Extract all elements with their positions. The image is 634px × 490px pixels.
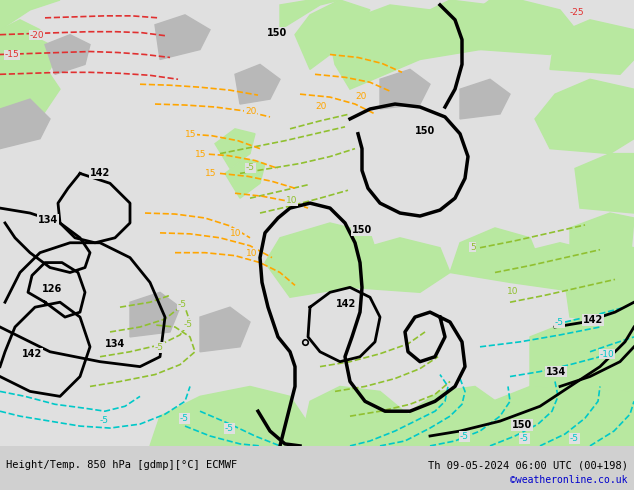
Text: -5: -5 [225, 424, 234, 433]
Polygon shape [0, 20, 40, 79]
Text: 150: 150 [415, 126, 436, 136]
Text: 150: 150 [352, 225, 372, 235]
Text: -5: -5 [184, 320, 193, 329]
Polygon shape [0, 0, 60, 30]
Text: 134: 134 [546, 367, 566, 376]
Text: 134: 134 [38, 215, 58, 225]
Text: -10: -10 [600, 350, 615, 359]
Polygon shape [380, 70, 430, 109]
Text: 126: 126 [42, 284, 62, 294]
Polygon shape [300, 387, 410, 446]
Text: 15: 15 [205, 170, 216, 178]
Text: -15: -15 [5, 50, 20, 59]
Text: -5: -5 [100, 416, 109, 425]
Text: 15: 15 [185, 130, 197, 139]
Text: 142: 142 [583, 315, 603, 325]
Text: 142: 142 [336, 299, 356, 309]
Polygon shape [225, 159, 265, 198]
Text: 10: 10 [286, 196, 297, 205]
Text: 20: 20 [245, 107, 256, 116]
Polygon shape [450, 228, 540, 282]
Text: 142: 142 [22, 349, 42, 359]
Polygon shape [150, 387, 310, 446]
Polygon shape [235, 64, 280, 104]
Text: 20: 20 [315, 102, 327, 111]
Text: -5: -5 [180, 414, 189, 423]
Polygon shape [265, 223, 380, 297]
Polygon shape [215, 129, 255, 169]
Polygon shape [400, 387, 510, 446]
Text: 150: 150 [512, 420, 533, 430]
Text: 10: 10 [230, 229, 242, 238]
Text: -5: -5 [178, 300, 187, 309]
Text: 20: 20 [355, 92, 366, 101]
Polygon shape [570, 213, 634, 263]
Text: -5: -5 [155, 343, 164, 352]
Polygon shape [550, 20, 634, 74]
Text: 5: 5 [470, 243, 476, 252]
Text: Height/Temp. 850 hPa [gdmp][°C] ECMWF: Height/Temp. 850 hPa [gdmp][°C] ECMWF [6, 461, 238, 470]
Text: -5: -5 [555, 318, 564, 327]
Polygon shape [575, 153, 634, 213]
Text: 10: 10 [246, 248, 257, 258]
Text: ©weatheronline.co.uk: ©weatheronline.co.uk [510, 475, 628, 485]
Polygon shape [470, 0, 580, 54]
Text: -20: -20 [30, 31, 44, 40]
Polygon shape [565, 263, 634, 322]
Polygon shape [535, 79, 634, 153]
Text: 15: 15 [195, 149, 207, 159]
Polygon shape [295, 0, 370, 70]
Text: 134: 134 [105, 339, 126, 349]
Polygon shape [500, 392, 634, 446]
Polygon shape [330, 5, 450, 89]
Polygon shape [0, 99, 50, 148]
Text: 10: 10 [507, 287, 519, 296]
Polygon shape [0, 35, 60, 99]
Polygon shape [130, 293, 180, 337]
Polygon shape [0, 0, 634, 446]
Polygon shape [575, 243, 634, 297]
Polygon shape [350, 238, 450, 293]
Polygon shape [280, 0, 340, 30]
Polygon shape [530, 317, 634, 392]
Polygon shape [460, 79, 510, 119]
Polygon shape [45, 35, 90, 74]
Polygon shape [420, 0, 510, 59]
Text: -5: -5 [570, 434, 579, 443]
Polygon shape [0, 59, 60, 148]
Polygon shape [155, 15, 210, 59]
Text: -5: -5 [246, 164, 255, 172]
Text: -5: -5 [520, 434, 529, 443]
Polygon shape [200, 307, 250, 352]
Text: 142: 142 [90, 169, 110, 178]
Text: Th 09-05-2024 06:00 UTC (00+198): Th 09-05-2024 06:00 UTC (00+198) [428, 461, 628, 470]
Text: 150: 150 [267, 27, 287, 38]
Text: -5: -5 [460, 432, 469, 441]
Text: -25: -25 [570, 8, 585, 17]
Polygon shape [510, 243, 610, 293]
Polygon shape [430, 387, 634, 446]
